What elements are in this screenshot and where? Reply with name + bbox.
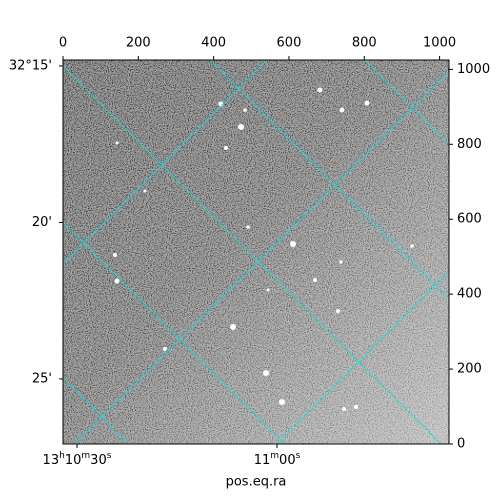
y-tick-label: 800 <box>457 137 482 152</box>
y-tick-label: 600 <box>457 212 482 227</box>
y-tick-label: 200 <box>457 362 482 377</box>
image <box>63 60 449 444</box>
x-tick-label: 400 <box>201 36 226 51</box>
y-tick-label: 400 <box>457 287 482 302</box>
dec-tick-label: 25' <box>32 371 52 386</box>
ra-tick-label: 13h10m30s <box>43 451 112 468</box>
x-tick-label: 800 <box>352 36 377 51</box>
x-axis-label: pos.eq.ra <box>226 475 287 490</box>
y-tick-label: 1000 <box>457 62 490 77</box>
x-tick-label: 0 <box>59 36 67 51</box>
x-tick-label: 200 <box>126 36 151 51</box>
x-tick-label: 600 <box>277 36 302 51</box>
dec-tick-label: 32°15' <box>9 58 52 73</box>
frame <box>62 59 450 445</box>
stars <box>113 87 414 411</box>
dec-tick-label: 20' <box>32 215 52 230</box>
x-tick-label: 1000 <box>423 36 456 51</box>
world-grid <box>63 60 449 444</box>
y-tick-label: 0 <box>457 437 465 452</box>
ra-tick-label: 11m00s <box>254 451 301 468</box>
